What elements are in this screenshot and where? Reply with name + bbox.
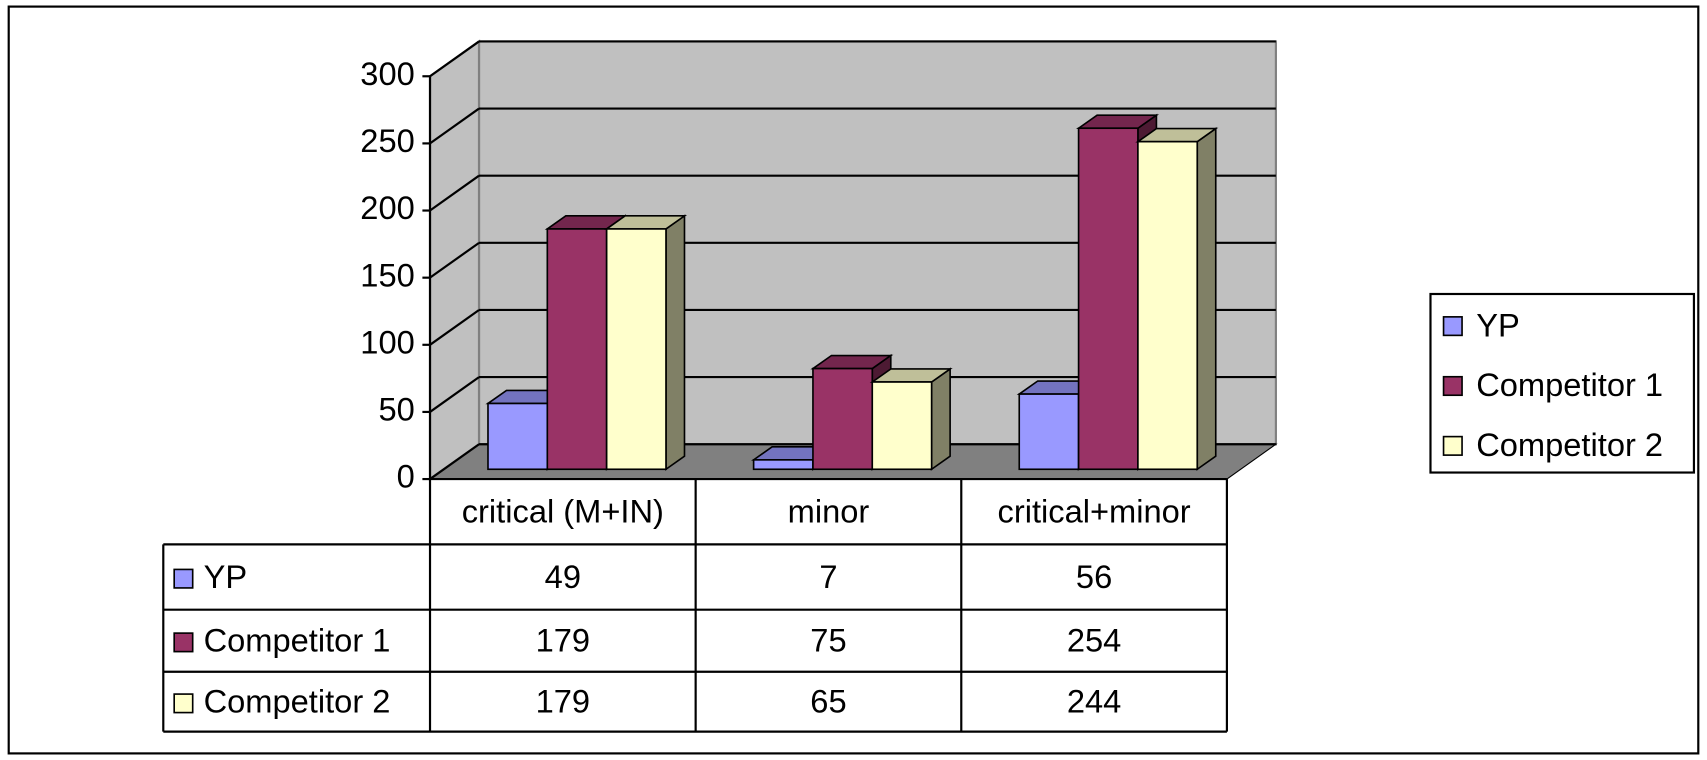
bar-side	[665, 214, 686, 471]
table-cell: 244	[1067, 682, 1121, 719]
table-row-label: Competitor 1	[204, 622, 391, 659]
bar-side	[930, 367, 951, 471]
table-cell: 179	[536, 682, 590, 719]
table-row-label: YP	[204, 558, 248, 595]
table-legend-key	[173, 632, 194, 653]
legend-key	[1442, 375, 1463, 397]
grid-line	[429, 241, 480, 279]
table-header: critical+minor	[998, 493, 1191, 530]
grid-line	[429, 40, 480, 78]
table-cell: 56	[1076, 558, 1112, 595]
table-header: minor	[788, 493, 870, 530]
bar-front	[1077, 127, 1139, 471]
table-cell: 65	[810, 682, 846, 719]
table-legend-key	[173, 693, 194, 714]
y-tick-label: 150	[360, 256, 414, 293]
legend-key	[1442, 316, 1463, 337]
y-tick-label: 100	[360, 323, 414, 360]
table-cell: 49	[545, 558, 581, 595]
bar-side	[1196, 127, 1217, 471]
grid-line	[429, 107, 480, 145]
legend-label: Competitor 2	[1476, 426, 1663, 463]
y-tick-label: 300	[360, 55, 414, 92]
grid-line	[429, 443, 480, 480]
legend-label: Competitor 1	[1476, 366, 1663, 403]
grid-line	[429, 174, 480, 212]
y-tick-label: 50	[378, 391, 414, 428]
grid-line	[429, 376, 480, 413]
table-row-label: Competitor 2	[204, 682, 391, 719]
y-tick-label: 200	[360, 189, 414, 226]
bar-front	[752, 459, 814, 471]
bar-front	[487, 402, 549, 471]
legend-label: YP	[1476, 306, 1520, 343]
bar	[1016, 379, 1100, 471]
bar	[604, 214, 688, 471]
table-cell: 7	[819, 558, 837, 595]
y-tick-label: 0	[397, 458, 415, 495]
table-cell: 75	[810, 622, 846, 659]
bar-front	[605, 228, 667, 471]
legend-key	[1442, 435, 1463, 456]
bar-front	[1018, 393, 1080, 471]
table-header: critical (M+IN)	[462, 493, 664, 530]
grid-line	[429, 309, 480, 346]
bar-front	[871, 381, 933, 471]
table-cell: 179	[536, 622, 590, 659]
bar-front	[546, 228, 608, 471]
table-legend-key	[173, 568, 194, 589]
bar	[1135, 127, 1219, 471]
y-tick-label: 250	[360, 122, 414, 159]
bar	[869, 367, 953, 471]
bar-front	[1137, 140, 1199, 471]
table-cell: 254	[1067, 622, 1121, 659]
legend-box	[1429, 292, 1696, 474]
bar-front	[812, 367, 874, 471]
